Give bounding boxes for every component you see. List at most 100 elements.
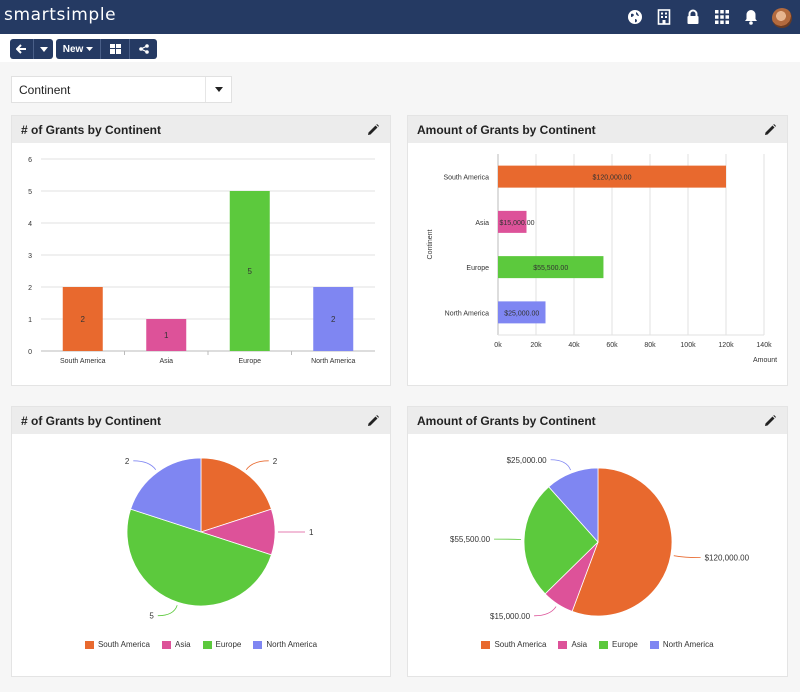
legend-swatch xyxy=(161,640,171,649)
layout-button[interactable] xyxy=(101,39,130,59)
y-tick-label: 1 xyxy=(28,317,32,324)
user-avatar[interactable] xyxy=(765,6,794,28)
legend-swatch xyxy=(558,640,568,649)
avatar-image xyxy=(771,7,792,28)
pie-data-label: $120,000.00 xyxy=(705,554,750,563)
legend-label: Europe xyxy=(612,640,638,649)
label-connector xyxy=(534,606,557,617)
bar-data-label: 2 xyxy=(331,315,336,324)
legend-item[interactable]: Asia xyxy=(558,640,587,649)
lock-icon[interactable] xyxy=(678,6,707,28)
bar-data-label: $120,000.00 xyxy=(593,175,632,182)
bar[interactable] xyxy=(498,165,726,188)
bar-data-label: $15,000.00 xyxy=(499,220,534,227)
pie-slice[interactable] xyxy=(130,457,202,533)
legend-item[interactable]: North America xyxy=(253,640,317,649)
pie-slice[interactable] xyxy=(126,508,272,607)
pencil-icon[interactable] xyxy=(366,123,380,137)
panel-title: Amount of Grants by Continent xyxy=(417,414,596,428)
continent-filter-select[interactable]: Continent xyxy=(11,76,232,103)
back-button-group xyxy=(10,39,53,59)
legend-swatch xyxy=(481,640,491,649)
label-connector xyxy=(550,459,571,471)
count-pie-legend: South America Asia Europe North America xyxy=(12,640,390,649)
pie-data-label: 2 xyxy=(125,457,130,466)
pie-slice[interactable] xyxy=(200,457,272,533)
apps-grid-icon[interactable] xyxy=(707,6,736,28)
y-tick-label: 5 xyxy=(28,189,32,196)
globe-icon[interactable] xyxy=(620,6,649,28)
amount-bar-chart: 0k 20k 40k 60k 80k 100k 120k 140k Amount Continen… xyxy=(427,154,777,364)
panel-header: Amount of Grants by Continent xyxy=(408,116,787,143)
bar-data-label: 5 xyxy=(248,267,253,276)
caret-down-icon xyxy=(39,46,48,52)
label-connector xyxy=(157,605,178,617)
legend-label: Asia xyxy=(174,640,191,649)
pencil-icon[interactable] xyxy=(763,123,777,137)
y-tick-label: Asia xyxy=(475,220,489,227)
new-button[interactable]: New xyxy=(56,39,101,59)
share-button[interactable] xyxy=(130,39,157,59)
label-connector xyxy=(673,555,701,559)
legend-label: North America xyxy=(266,640,318,649)
top-navigation-bar: smartsimple xyxy=(0,0,800,34)
back-button[interactable] xyxy=(10,39,34,59)
x-tick-label: Asia xyxy=(159,358,173,365)
bar-data-label: $55,500.00 xyxy=(533,265,568,272)
back-dropdown-button[interactable] xyxy=(34,39,53,59)
count-bar-chart: 0 1 2 3 4 5 6 2 South America 1 Asia 5 Europe 2 North … xyxy=(28,157,375,365)
legend-item[interactable]: Asia xyxy=(161,640,191,649)
x-tick-label: 120k xyxy=(718,342,734,349)
pie-data-label: $15,000.00 xyxy=(490,612,531,621)
panel-header: Amount of Grants by Continent xyxy=(408,407,787,434)
pie-slice[interactable] xyxy=(523,486,599,595)
legend-item[interactable]: South America xyxy=(481,640,546,649)
legend-item[interactable]: Europe xyxy=(599,640,638,649)
amount-pie-chart: $120,000.00 $15,000.00 $55,500.00 $25,000.0… xyxy=(450,456,750,621)
y-tick-label: 0 xyxy=(28,349,32,356)
label-connector xyxy=(133,460,157,470)
bell-icon[interactable] xyxy=(736,6,765,28)
pie-slice[interactable] xyxy=(571,467,673,617)
x-tick-label: Europe xyxy=(238,358,261,365)
legend-item[interactable]: Europe xyxy=(202,640,241,649)
count-pie-panel: # of Grants by Continent 2 1 5 2 South Amer… xyxy=(11,406,391,677)
pie-slice[interactable] xyxy=(548,467,599,544)
bar[interactable] xyxy=(498,256,604,279)
legend-item[interactable]: South America xyxy=(84,640,150,649)
x-tick-label: North America xyxy=(311,358,355,365)
x-tick-label: 100k xyxy=(680,342,696,349)
x-tick-label: 80k xyxy=(644,342,656,349)
pencil-icon[interactable] xyxy=(763,414,777,428)
legend-item[interactable]: North America xyxy=(649,640,714,649)
x-tick-label: 0k xyxy=(494,342,502,349)
pie-data-label: 5 xyxy=(149,612,154,621)
y-tick-label: Europe xyxy=(466,265,489,272)
legend-swatch xyxy=(599,640,609,649)
legend-label: Asia xyxy=(571,640,588,649)
count-pie-chart: 2 1 5 2 xyxy=(125,457,314,621)
legend-swatch xyxy=(202,640,212,649)
pie-data-label: 1 xyxy=(309,528,314,537)
legend-swatch xyxy=(84,640,94,649)
x-tick-label: South America xyxy=(60,358,106,365)
bar-data-label: $25,000.00 xyxy=(504,310,539,317)
bar[interactable] xyxy=(62,287,103,351)
arrow-left-icon xyxy=(16,44,26,54)
select-dropdown-button[interactable] xyxy=(205,77,231,102)
pencil-icon[interactable] xyxy=(366,414,380,428)
bar[interactable] xyxy=(498,301,546,324)
amount-pie-panel: Amount of Grants by Continent $120,000.0… xyxy=(407,406,788,677)
pie-data-label: $25,000.00 xyxy=(507,456,548,465)
building-icon[interactable] xyxy=(649,6,678,28)
bar[interactable] xyxy=(146,319,187,351)
panel-title: # of Grants by Continent xyxy=(21,414,162,428)
legend-swatch xyxy=(649,640,659,649)
bar[interactable] xyxy=(498,210,527,233)
bar[interactable] xyxy=(313,287,354,351)
actions-button-group: New xyxy=(56,39,157,59)
brand-logo[interactable]: smartsimple xyxy=(4,5,117,25)
bar[interactable] xyxy=(229,191,270,351)
bar-data-label: 1 xyxy=(164,331,169,340)
pie-data-label: $55,500.00 xyxy=(450,535,491,544)
